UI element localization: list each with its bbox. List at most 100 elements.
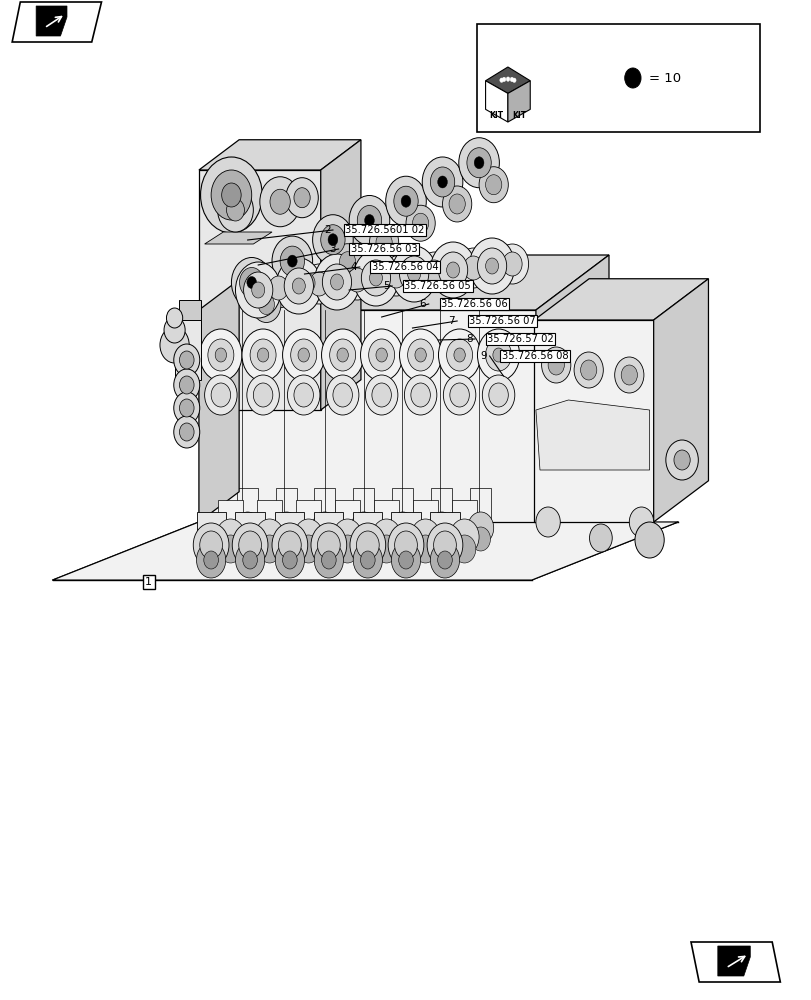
Circle shape bbox=[449, 519, 478, 555]
Circle shape bbox=[322, 264, 351, 300]
Circle shape bbox=[437, 176, 447, 188]
Circle shape bbox=[282, 329, 324, 381]
Circle shape bbox=[492, 348, 504, 362]
Text: 35.726.56 04: 35.726.56 04 bbox=[371, 262, 438, 272]
Circle shape bbox=[350, 523, 385, 567]
Circle shape bbox=[314, 254, 359, 310]
Circle shape bbox=[216, 519, 245, 555]
Circle shape bbox=[238, 527, 257, 551]
Polygon shape bbox=[237, 488, 258, 522]
Circle shape bbox=[219, 535, 242, 563]
Text: 35.726.56 05: 35.726.56 05 bbox=[404, 281, 470, 291]
Circle shape bbox=[430, 242, 475, 298]
Polygon shape bbox=[653, 279, 707, 522]
Text: 35.726.56 06: 35.726.56 06 bbox=[440, 299, 507, 309]
Circle shape bbox=[485, 258, 498, 274]
Polygon shape bbox=[235, 512, 264, 540]
Circle shape bbox=[453, 348, 465, 362]
Circle shape bbox=[251, 282, 264, 298]
Polygon shape bbox=[178, 300, 201, 360]
Polygon shape bbox=[199, 310, 535, 522]
Polygon shape bbox=[320, 140, 360, 410]
Polygon shape bbox=[392, 488, 413, 522]
Circle shape bbox=[166, 308, 182, 328]
Circle shape bbox=[321, 551, 336, 569]
Polygon shape bbox=[275, 512, 304, 540]
Polygon shape bbox=[199, 170, 320, 410]
Circle shape bbox=[276, 258, 321, 314]
Circle shape bbox=[297, 535, 320, 563]
Circle shape bbox=[488, 383, 508, 407]
Circle shape bbox=[247, 375, 279, 415]
Polygon shape bbox=[314, 488, 335, 522]
Circle shape bbox=[365, 375, 397, 415]
Circle shape bbox=[404, 375, 436, 415]
Circle shape bbox=[430, 167, 454, 197]
Polygon shape bbox=[296, 500, 320, 532]
Circle shape bbox=[336, 535, 358, 563]
Polygon shape bbox=[257, 500, 281, 532]
Circle shape bbox=[535, 507, 560, 537]
Circle shape bbox=[466, 148, 491, 178]
Circle shape bbox=[314, 542, 343, 578]
Circle shape bbox=[485, 175, 501, 195]
Circle shape bbox=[275, 542, 304, 578]
Circle shape bbox=[211, 383, 230, 407]
Circle shape bbox=[399, 256, 428, 292]
Circle shape bbox=[262, 268, 294, 308]
Circle shape bbox=[386, 264, 406, 288]
Circle shape bbox=[260, 177, 300, 227]
Circle shape bbox=[385, 176, 426, 226]
Circle shape bbox=[333, 519, 362, 555]
Polygon shape bbox=[535, 400, 649, 470]
Polygon shape bbox=[431, 488, 452, 522]
Circle shape bbox=[315, 527, 334, 551]
Polygon shape bbox=[430, 512, 459, 540]
Polygon shape bbox=[199, 280, 238, 522]
Circle shape bbox=[257, 348, 268, 362]
Circle shape bbox=[437, 551, 452, 569]
Circle shape bbox=[238, 531, 261, 559]
Circle shape bbox=[235, 262, 281, 318]
Circle shape bbox=[193, 523, 229, 567]
Circle shape bbox=[174, 392, 200, 424]
Circle shape bbox=[502, 77, 505, 82]
Circle shape bbox=[232, 523, 268, 567]
Circle shape bbox=[179, 423, 194, 441]
Polygon shape bbox=[374, 500, 398, 532]
Circle shape bbox=[273, 512, 299, 544]
Circle shape bbox=[453, 535, 475, 563]
Circle shape bbox=[449, 383, 469, 407]
Circle shape bbox=[369, 224, 398, 260]
Circle shape bbox=[211, 170, 251, 220]
Circle shape bbox=[174, 416, 200, 448]
Text: 35.726.57 02: 35.726.57 02 bbox=[487, 334, 553, 344]
Text: 6: 6 bbox=[419, 299, 426, 309]
Circle shape bbox=[360, 551, 375, 569]
Circle shape bbox=[292, 278, 305, 294]
Text: 35.726.5601 02: 35.726.5601 02 bbox=[345, 225, 424, 235]
Circle shape bbox=[458, 138, 499, 188]
Circle shape bbox=[478, 167, 508, 203]
Circle shape bbox=[482, 375, 514, 415]
Polygon shape bbox=[335, 500, 359, 532]
Polygon shape bbox=[36, 6, 67, 36]
Circle shape bbox=[272, 523, 307, 567]
Circle shape bbox=[500, 78, 503, 82]
Circle shape bbox=[311, 512, 337, 544]
Polygon shape bbox=[199, 140, 360, 170]
Circle shape bbox=[457, 248, 489, 288]
Circle shape bbox=[496, 244, 528, 284]
Bar bbox=[477, 24, 759, 132]
Polygon shape bbox=[12, 2, 101, 42]
Circle shape bbox=[280, 246, 304, 276]
Circle shape bbox=[200, 531, 222, 559]
Circle shape bbox=[430, 542, 459, 578]
Circle shape bbox=[269, 189, 290, 214]
Polygon shape bbox=[690, 942, 779, 982]
Circle shape bbox=[634, 522, 663, 558]
Circle shape bbox=[620, 365, 637, 385]
Circle shape bbox=[389, 512, 415, 544]
Polygon shape bbox=[196, 512, 225, 540]
Polygon shape bbox=[391, 512, 420, 540]
